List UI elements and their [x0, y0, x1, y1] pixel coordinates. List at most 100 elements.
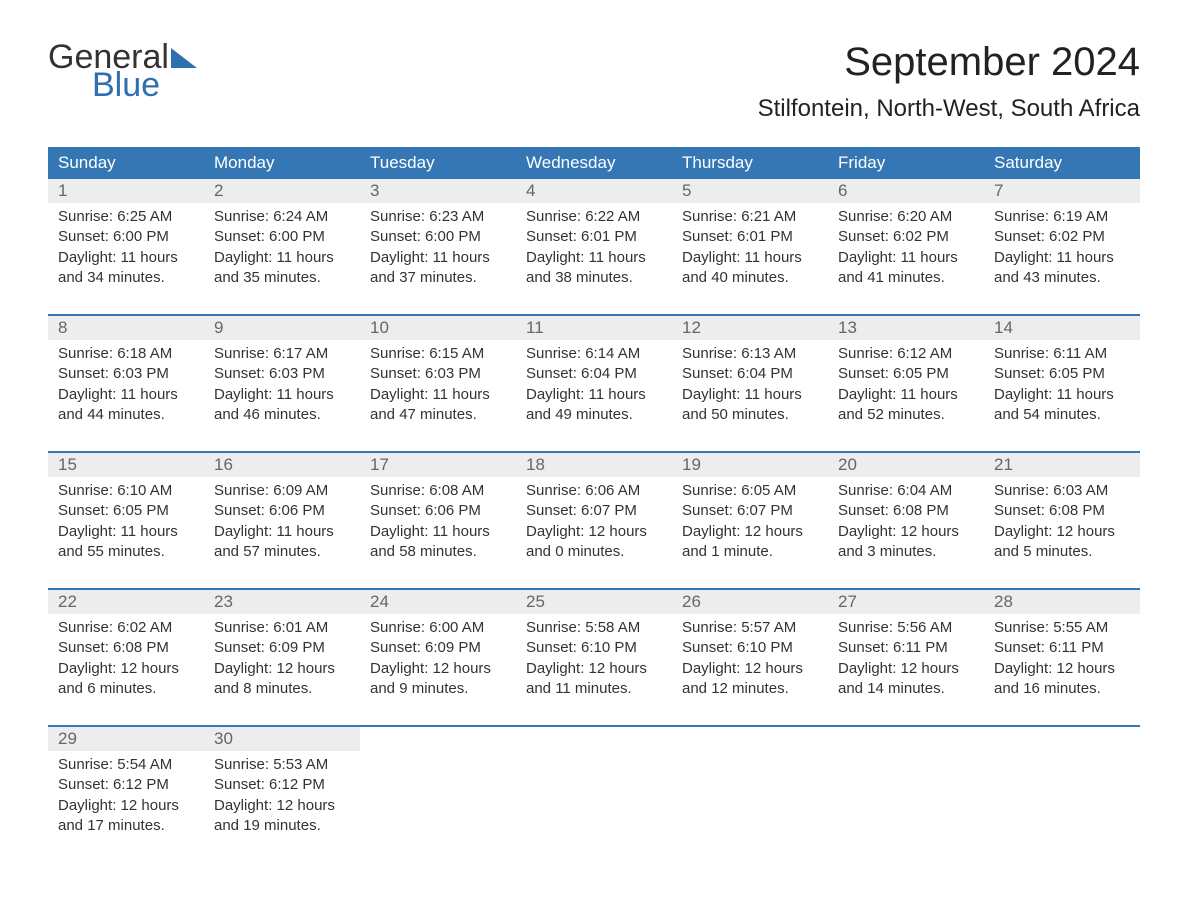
day-number: 12: [672, 316, 828, 340]
day-number: [828, 727, 984, 751]
day-line: Sunset: 6:01 PM: [682, 227, 818, 247]
day-number: 11: [516, 316, 672, 340]
day-line: Daylight: 11 hours: [214, 385, 350, 405]
day-number-row: 891011121314: [48, 316, 1140, 340]
day-line: Sunset: 6:11 PM: [994, 638, 1130, 658]
title-block: September 2024 Stilfontein, North-West, …: [758, 40, 1140, 123]
day-line: Daylight: 11 hours: [994, 385, 1130, 405]
day-line: Daylight: 11 hours: [838, 385, 974, 405]
day-line: Sunrise: 6:00 AM: [370, 618, 506, 638]
day-line: and 50 minutes.: [682, 405, 818, 425]
day-line: Sunrise: 6:12 AM: [838, 344, 974, 364]
day-number: [360, 727, 516, 751]
day-line: Daylight: 11 hours: [214, 248, 350, 268]
day-detail: [828, 751, 984, 846]
day-line: Daylight: 12 hours: [526, 522, 662, 542]
day-line: Daylight: 11 hours: [370, 248, 506, 268]
day-line: Sunrise: 6:06 AM: [526, 481, 662, 501]
day-line: Sunset: 6:02 PM: [994, 227, 1130, 247]
day-line: and 52 minutes.: [838, 405, 974, 425]
day-line: Sunset: 6:09 PM: [214, 638, 350, 658]
day-detail: Sunrise: 5:54 AMSunset: 6:12 PMDaylight:…: [48, 751, 204, 846]
day-line: Sunset: 6:02 PM: [838, 227, 974, 247]
day-line: Daylight: 12 hours: [682, 659, 818, 679]
day-detail: Sunrise: 6:12 AMSunset: 6:05 PMDaylight:…: [828, 340, 984, 452]
day-line: and 47 minutes.: [370, 405, 506, 425]
day-number: 7: [984, 179, 1140, 203]
day-line: and 49 minutes.: [526, 405, 662, 425]
day-line: and 17 minutes.: [58, 816, 194, 836]
day-line: and 16 minutes.: [994, 679, 1130, 699]
day-line: and 3 minutes.: [838, 542, 974, 562]
day-line: Sunrise: 6:22 AM: [526, 207, 662, 227]
day-line: Sunrise: 6:17 AM: [214, 344, 350, 364]
day-line: Daylight: 12 hours: [838, 659, 974, 679]
day-number: [984, 727, 1140, 751]
day-number: 22: [48, 590, 204, 614]
day-line: Sunrise: 6:10 AM: [58, 481, 194, 501]
day-detail: Sunrise: 6:03 AMSunset: 6:08 PMDaylight:…: [984, 477, 1140, 589]
day-number: 5: [672, 179, 828, 203]
day-detail: Sunrise: 5:57 AMSunset: 6:10 PMDaylight:…: [672, 614, 828, 726]
day-line: Sunset: 6:10 PM: [682, 638, 818, 658]
day-line: Daylight: 11 hours: [214, 522, 350, 542]
col-thursday: Thursday: [672, 147, 828, 179]
col-wednesday: Wednesday: [516, 147, 672, 179]
day-number-row: 22232425262728: [48, 590, 1140, 614]
day-detail: Sunrise: 6:09 AMSunset: 6:06 PMDaylight:…: [204, 477, 360, 589]
day-detail: Sunrise: 6:15 AMSunset: 6:03 PMDaylight:…: [360, 340, 516, 452]
day-line: and 46 minutes.: [214, 405, 350, 425]
day-line: Daylight: 12 hours: [994, 522, 1130, 542]
day-number: 28: [984, 590, 1140, 614]
day-detail: Sunrise: 6:19 AMSunset: 6:02 PMDaylight:…: [984, 203, 1140, 315]
day-detail: [516, 751, 672, 846]
day-detail-row: Sunrise: 6:25 AMSunset: 6:00 PMDaylight:…: [48, 203, 1140, 315]
day-line: Sunrise: 5:55 AM: [994, 618, 1130, 638]
day-line: Sunrise: 6:23 AM: [370, 207, 506, 227]
day-line: Sunset: 6:07 PM: [526, 501, 662, 521]
day-number: 9: [204, 316, 360, 340]
day-line: Sunset: 6:00 PM: [58, 227, 194, 247]
day-number-row: 1234567: [48, 179, 1140, 203]
day-line: and 8 minutes.: [214, 679, 350, 699]
day-number: 26: [672, 590, 828, 614]
day-detail: Sunrise: 6:04 AMSunset: 6:08 PMDaylight:…: [828, 477, 984, 589]
day-line: Daylight: 11 hours: [58, 248, 194, 268]
day-detail: Sunrise: 6:14 AMSunset: 6:04 PMDaylight:…: [516, 340, 672, 452]
day-detail: Sunrise: 6:02 AMSunset: 6:08 PMDaylight:…: [48, 614, 204, 726]
day-detail-row: Sunrise: 6:02 AMSunset: 6:08 PMDaylight:…: [48, 614, 1140, 726]
day-line: Daylight: 12 hours: [994, 659, 1130, 679]
day-detail: Sunrise: 6:05 AMSunset: 6:07 PMDaylight:…: [672, 477, 828, 589]
day-line: and 0 minutes.: [526, 542, 662, 562]
day-line: Sunset: 6:10 PM: [526, 638, 662, 658]
day-detail: Sunrise: 6:22 AMSunset: 6:01 PMDaylight:…: [516, 203, 672, 315]
day-line: and 11 minutes.: [526, 679, 662, 699]
day-number: 20: [828, 453, 984, 477]
day-number: 29: [48, 727, 204, 751]
day-line: Sunset: 6:05 PM: [58, 501, 194, 521]
day-detail-row: Sunrise: 5:54 AMSunset: 6:12 PMDaylight:…: [48, 751, 1140, 846]
day-line: Sunrise: 6:15 AM: [370, 344, 506, 364]
day-detail: Sunrise: 6:08 AMSunset: 6:06 PMDaylight:…: [360, 477, 516, 589]
day-number: 27: [828, 590, 984, 614]
day-line: and 19 minutes.: [214, 816, 350, 836]
day-number: 23: [204, 590, 360, 614]
day-line: Sunrise: 6:11 AM: [994, 344, 1130, 364]
day-number: 15: [48, 453, 204, 477]
day-line: Daylight: 11 hours: [838, 248, 974, 268]
day-number: 17: [360, 453, 516, 477]
col-monday: Monday: [204, 147, 360, 179]
day-line: Sunset: 6:09 PM: [370, 638, 506, 658]
day-detail-row: Sunrise: 6:18 AMSunset: 6:03 PMDaylight:…: [48, 340, 1140, 452]
day-line: Daylight: 11 hours: [370, 522, 506, 542]
day-detail: Sunrise: 5:58 AMSunset: 6:10 PMDaylight:…: [516, 614, 672, 726]
day-detail-row: Sunrise: 6:10 AMSunset: 6:05 PM Daylight:…: [48, 477, 1140, 589]
day-line: Sunset: 6:05 PM: [994, 364, 1130, 384]
weekday-header-row: Sunday Monday Tuesday Wednesday Thursday…: [48, 147, 1140, 179]
col-friday: Friday: [828, 147, 984, 179]
day-detail: Sunrise: 6:10 AMSunset: 6:05 PMDaylight:…: [48, 477, 204, 589]
day-line: Sunrise: 6:20 AM: [838, 207, 974, 227]
day-line: Daylight: 12 hours: [370, 659, 506, 679]
day-line: Sunset: 6:04 PM: [526, 364, 662, 384]
page-header: General Blue September 2024 Stilfontein,…: [48, 40, 1140, 123]
